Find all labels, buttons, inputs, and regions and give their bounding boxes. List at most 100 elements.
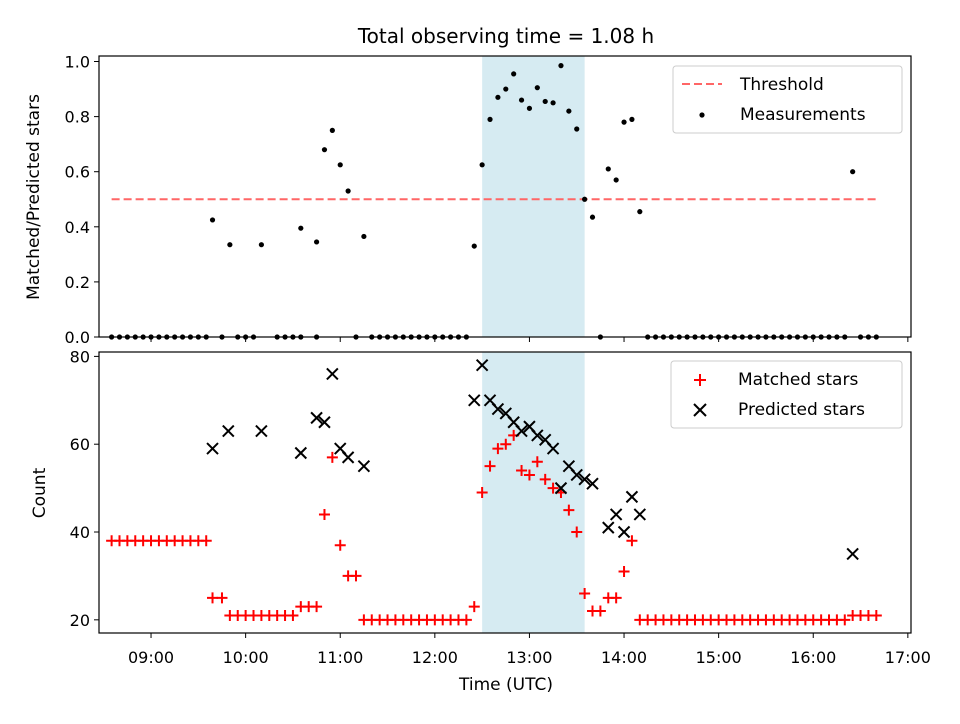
y-tick-label: 0.6 [65, 163, 90, 182]
y-tick-label: 20 [70, 611, 90, 630]
y-tick-label: 80 [70, 347, 90, 366]
x-tick-label: 14:00 [601, 648, 647, 667]
matched-star-point [350, 570, 362, 582]
x-tick-label: 12:00 [412, 648, 458, 667]
matched-star-point [216, 592, 228, 604]
panel-ratio: 0.0 0.2 0.4 0.6 0.8 1.0 Matched/Predicted sta… [24, 53, 912, 347]
predicted-star-point [341, 451, 355, 464]
matched-star-point [476, 487, 488, 498]
predicted-star-point [294, 446, 308, 460]
matched-star-point [287, 609, 299, 621]
legend-bottom: Matched stars Predicted stars [670, 360, 903, 429]
predicted-star-point [846, 547, 859, 561]
measurement-point [209, 217, 216, 223]
predicted-star-point [578, 473, 591, 486]
matched-star-point [468, 601, 480, 613]
matched-star-point [579, 587, 591, 599]
predicted-star-point [617, 525, 631, 539]
measurement-point [471, 243, 477, 249]
measurement-point [550, 100, 556, 106]
matched-star-point [539, 473, 551, 485]
measurement-point [566, 108, 572, 114]
matched-star-point [563, 504, 575, 516]
matched-star-point [547, 482, 559, 494]
x-axis-ticks-top [150, 337, 909, 342]
predicted-star-point [318, 416, 331, 429]
y-tick-label: 0.2 [65, 273, 90, 292]
matched-star-point [523, 469, 535, 481]
y-tick-label: 40 [70, 523, 90, 542]
legend-matched-label: Matched stars [738, 370, 858, 390]
y-tick-label: 0.0 [65, 328, 90, 347]
predicted-star-point [602, 521, 615, 534]
legend-threshold-label: Threshold [739, 75, 824, 95]
matched-star-point [618, 566, 630, 578]
y-axis-label-top: Matched/Predicted stars [24, 94, 44, 300]
measurement-point [227, 242, 233, 248]
matched-star-point [207, 592, 219, 604]
measurement-point [637, 209, 643, 215]
measurement-point [558, 63, 564, 69]
predicted-star-point [326, 367, 339, 381]
matched-star-point [500, 438, 512, 450]
measurement-point [589, 214, 596, 220]
predicted-star-point [357, 459, 371, 473]
matched-star-point [334, 539, 346, 551]
x-tick-label: 11:00 [317, 648, 363, 667]
x-tick-label: 16:00 [790, 648, 836, 667]
predicted-star-point [570, 468, 583, 482]
measurement-point [574, 126, 580, 132]
measurement-point [258, 242, 264, 248]
observing-window-shade-top [482, 56, 585, 337]
legend-measurements-label: Measurements [740, 105, 866, 125]
measurement-point [329, 127, 335, 133]
counts-series [106, 358, 882, 626]
predicted-star-point [554, 481, 568, 495]
x-axis-ticks-bottom: 09:00 10:00 11:00 12:00 13:00 14:00 15:00 16:00… [128, 633, 931, 667]
matched-star-point [460, 614, 472, 626]
predicted-star-point [468, 394, 481, 407]
matched-star-point [484, 460, 496, 472]
x-tick-label: 15:00 [696, 648, 742, 667]
measurement-point [503, 86, 509, 92]
measurement-point [850, 169, 856, 175]
y-axis-ticks-bottom: 20 40 60 80 [70, 347, 99, 630]
matched-star-point [839, 614, 851, 626]
observing-window-shade-bottom [482, 352, 585, 633]
matched-star-point [594, 605, 606, 617]
matched-star-point [870, 609, 882, 621]
predicted-star-point [491, 402, 505, 416]
y-tick-label: 0.4 [65, 218, 90, 237]
chart-title: Total observing time = 1.08 h [357, 24, 654, 48]
y-tick-label: 60 [70, 435, 90, 454]
y-tick-label: 0.8 [65, 108, 90, 127]
panel-counts: 20 40 60 80 09:00 10:00 11:00 12:00 13:00 14:00 1… [30, 347, 931, 695]
measurement-point [345, 188, 351, 194]
measurement-point [542, 98, 548, 105]
matched-star-point [492, 443, 504, 455]
measurement-point [487, 116, 493, 122]
legend-top: Threshold Measurements [672, 65, 903, 134]
predicted-star-point [206, 442, 219, 455]
matched-star-point [318, 508, 330, 520]
predicted-star-point [586, 477, 599, 490]
y-axis-label-bottom: Count [30, 467, 50, 518]
matched-star-point [311, 601, 323, 613]
predicted-star-point [546, 442, 560, 455]
matched-star-point [200, 535, 212, 547]
predicted-star-point [609, 508, 623, 521]
panel-counts-frame [98, 351, 912, 634]
panel-ratio-frame [98, 55, 912, 338]
x-tick-label: 09:00 [128, 648, 174, 667]
measurement-point [337, 162, 343, 168]
measurement-point [495, 94, 501, 100]
x-axis-label: Time (UTC) [458, 675, 553, 695]
measurement-point [313, 239, 320, 245]
x-tick-label: 10:00 [223, 648, 269, 667]
measurement-point [511, 71, 517, 77]
predicted-star-point [222, 424, 235, 438]
measurement-point [534, 85, 540, 91]
y-axis-ticks-top: 0.0 0.2 0.4 0.6 0.8 1.0 [65, 53, 99, 347]
matched-star-point [531, 456, 543, 468]
predicted-star-point [310, 411, 323, 425]
